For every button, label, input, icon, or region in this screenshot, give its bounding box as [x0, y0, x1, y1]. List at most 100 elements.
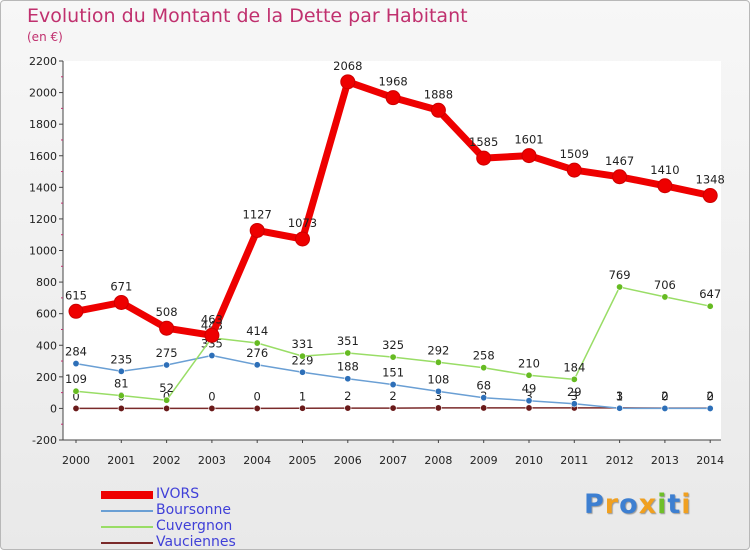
- data-label: 1410: [650, 163, 679, 177]
- data-point: [298, 404, 306, 412]
- data-label: 0: [72, 389, 79, 403]
- data-point: [72, 360, 80, 368]
- legend-swatch: [101, 491, 153, 499]
- data-point: [661, 293, 669, 301]
- x-tick-label: 2001: [107, 454, 135, 467]
- data-label: 284: [65, 345, 87, 359]
- y-tick-label: -200: [32, 434, 57, 447]
- data-point: [706, 404, 714, 412]
- data-point: [163, 361, 171, 369]
- legend-label: Boursonne: [156, 502, 232, 518]
- data-point: [340, 74, 356, 90]
- y-tick-label: 1200: [29, 213, 57, 226]
- data-label: 351: [337, 334, 359, 348]
- data-point: [344, 349, 352, 357]
- data-point: [117, 404, 125, 412]
- data-point: [253, 339, 261, 347]
- data-point: [525, 404, 533, 412]
- data-point: [117, 392, 125, 400]
- data-point: [525, 397, 533, 405]
- data-point: [434, 387, 442, 395]
- brand-letter: i: [681, 489, 692, 520]
- chart-title: Evolution du Montant de la Dette par Hab…: [27, 5, 468, 27]
- x-tick-label: 2003: [198, 454, 226, 467]
- data-label: 109: [65, 372, 87, 386]
- data-point: [249, 222, 265, 238]
- data-point: [616, 283, 624, 291]
- data-point: [159, 320, 175, 336]
- plot-area: [63, 61, 721, 440]
- data-label: 151: [382, 366, 404, 380]
- y-tick-label: 800: [36, 276, 57, 289]
- data-label: 81: [114, 377, 129, 391]
- data-point: [434, 404, 442, 412]
- legend-label: IVORS: [156, 486, 200, 502]
- data-label: 258: [473, 349, 495, 363]
- brand-letter: o: [619, 489, 639, 520]
- x-tick-label: 2008: [424, 454, 452, 467]
- x-tick-label: 2000: [62, 454, 90, 467]
- y-tick-label: 2000: [29, 87, 57, 100]
- data-label: 2: [389, 389, 396, 403]
- data-point: [430, 102, 446, 118]
- y-tick-label: 1000: [29, 245, 57, 258]
- legend-swatch: [101, 542, 153, 544]
- x-tick-label: 2002: [153, 454, 181, 467]
- data-label: 331: [292, 337, 314, 351]
- data-label: 3: [571, 389, 578, 403]
- data-label: 292: [427, 343, 449, 357]
- brand-letter: x: [638, 489, 658, 520]
- data-label: 0: [254, 389, 261, 403]
- data-point: [434, 358, 442, 366]
- data-point: [208, 404, 216, 412]
- data-point: [616, 404, 624, 412]
- y-tick-label: 1600: [29, 150, 57, 163]
- data-point: [480, 404, 488, 412]
- data-point: [570, 375, 578, 383]
- data-point: [163, 396, 171, 404]
- data-label: 0: [661, 389, 668, 403]
- data-label: 52: [159, 381, 174, 395]
- data-label: 1509: [560, 147, 589, 161]
- x-tick-label: 2004: [243, 454, 271, 467]
- x-tick-label: 2009: [470, 454, 498, 467]
- data-label: 1585: [469, 135, 498, 149]
- y-tick-label: 600: [36, 308, 57, 321]
- data-label: 0: [707, 389, 714, 403]
- data-point: [476, 150, 492, 166]
- x-tick-label: 2011: [560, 454, 588, 467]
- data-point: [298, 368, 306, 376]
- data-label: 706: [654, 278, 676, 292]
- data-label: 276: [246, 346, 268, 360]
- data-label: 1888: [424, 87, 453, 101]
- data-point: [661, 404, 669, 412]
- data-label: 769: [609, 268, 631, 282]
- legend-label: Vauciennes: [156, 534, 236, 550]
- x-tick-label: 2014: [696, 454, 724, 467]
- x-tick-label: 2005: [289, 454, 317, 467]
- data-point: [525, 371, 533, 379]
- data-label: 2: [707, 389, 714, 403]
- data-point: [612, 169, 628, 185]
- data-point: [702, 188, 718, 204]
- data-point: [295, 231, 310, 247]
- brand-letter: i: [657, 489, 668, 520]
- series-ivors: 615 671 508 463 1127 1073 2068 1968 1888 1585 1601…: [65, 59, 725, 343]
- x-tick-label: 2007: [379, 454, 407, 467]
- data-label: 49: [522, 382, 537, 396]
- data-point: [480, 394, 488, 402]
- chart-subtitle: (en €): [27, 30, 63, 44]
- data-label: 184: [563, 360, 585, 374]
- brand-letter: r: [604, 489, 620, 520]
- data-point: [566, 162, 582, 178]
- data-label: 3: [435, 389, 442, 403]
- data-label: 1: [616, 389, 623, 403]
- y-tick-label: 1800: [29, 118, 57, 131]
- brand-letter: t: [667, 489, 682, 520]
- brand-letter: P: [584, 489, 605, 520]
- data-label: 210: [518, 356, 540, 370]
- data-point: [68, 303, 84, 319]
